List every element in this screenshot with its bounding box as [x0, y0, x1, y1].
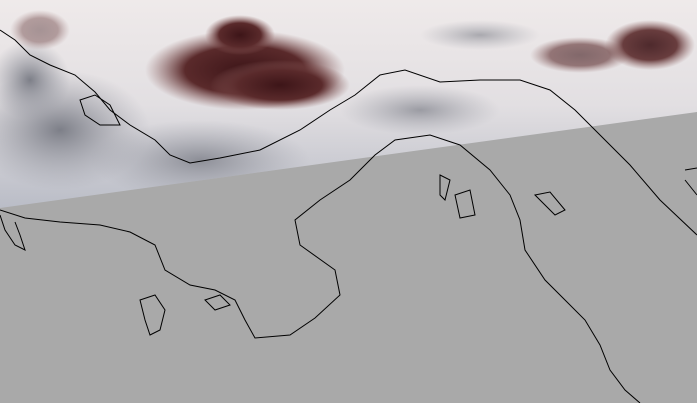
island [204, 294, 231, 311]
island [533, 191, 566, 216]
smoke-plume [210, 60, 350, 110]
coastline-south [0, 134, 641, 403]
island [79, 94, 121, 126]
coastline-north [0, 29, 697, 236]
coastline-east-edge [684, 167, 697, 196]
island [439, 174, 451, 201]
island [139, 294, 166, 336]
gray-cloud [340, 85, 500, 135]
gray-cloud [420, 20, 540, 50]
gray-cloud [0, 40, 70, 120]
coastline [0, 29, 697, 403]
satellite-swath [0, 0, 697, 208]
smoke-plume [530, 37, 630, 73]
coastline-west-peninsula [0, 214, 26, 251]
smoke-plume [205, 15, 275, 55]
smoke-plume [10, 10, 70, 50]
island [454, 189, 476, 219]
